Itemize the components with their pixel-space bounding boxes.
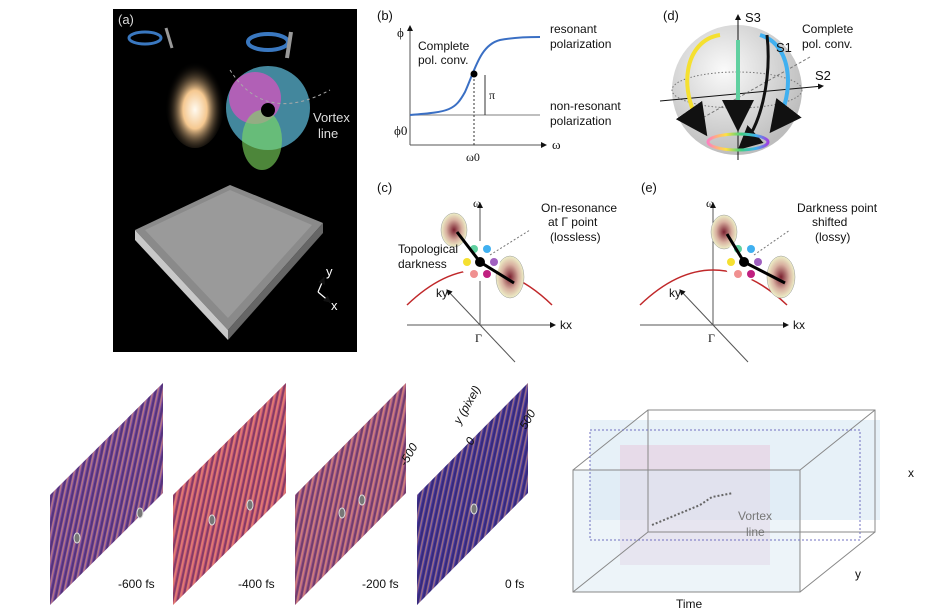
darkness-label: Topological	[398, 242, 458, 256]
polarization-arrow-icon	[164, 27, 174, 49]
resonant-curve	[409, 36, 541, 116]
time-label: -600 fs	[118, 577, 155, 591]
s2-label: S2	[815, 68, 831, 83]
omega0-label: ω0	[466, 150, 480, 164]
omega-axis-label: ω	[552, 137, 561, 152]
omega-label: ω	[706, 196, 714, 210]
polarization-arrow-icon	[285, 31, 293, 59]
phi-axis-label: ϕ	[397, 25, 404, 40]
vortex-line-label: line	[318, 126, 338, 141]
vortex-line-label: line	[746, 525, 765, 539]
y-axis-label: y	[855, 567, 861, 581]
axis-y-label: y	[326, 264, 333, 279]
kx-label: kx	[793, 318, 805, 332]
phi0-label: ϕ0	[394, 123, 407, 138]
time-label: -400 fs	[238, 577, 275, 591]
annotation: Darkness point	[797, 201, 878, 215]
ky-label: ky	[436, 286, 448, 300]
band-curve	[639, 269, 788, 306]
annotation: (lossy)	[815, 230, 850, 244]
panel-e-label: (e)	[641, 180, 657, 195]
annotation: at Γ point	[548, 215, 598, 229]
s3-label: S3	[745, 10, 761, 25]
frame-200: -200 fs	[295, 383, 406, 605]
omega-label: ω	[473, 196, 481, 210]
panel-a: (a) Vortex line y x	[113, 9, 357, 352]
s2-axis	[659, 83, 824, 102]
panel-b: (b) ϕ ω ϕ0 ω0 π Complete pol. conv. reso…	[377, 8, 621, 164]
s1-label: S1	[776, 40, 792, 55]
time-label: -200 fs	[362, 577, 399, 591]
resonant-label: resonant	[550, 22, 597, 36]
axis-x-label: x	[331, 298, 338, 313]
vortex-line-label: Vortex	[738, 509, 772, 523]
nonresonant-label: polarization	[550, 114, 611, 128]
complete-label: Complete	[802, 22, 854, 36]
x-axis-arrow	[317, 291, 331, 303]
kx-label: kx	[560, 318, 572, 332]
vortex-line-label: Vortex	[313, 110, 350, 125]
rotation-arrow-icon	[127, 30, 163, 46]
y-pixel-axis-label: y (pixel)	[450, 383, 484, 427]
panel-e: (e) ω kx ky Γ Darkness point shifted (lo…	[639, 180, 878, 363]
time-axis-label: Time	[676, 597, 703, 611]
nonresonant-label: non-resonant	[550, 99, 621, 113]
color-wheel	[463, 245, 498, 278]
gamma-label: Γ	[708, 331, 715, 345]
panel-d: (d) S3 S1 S2 Complete pol. conv.	[659, 8, 854, 160]
panel-c: (c) ω kx ky Γ On-resonance at Γ point (l…	[377, 180, 617, 363]
resonant-label: polarization	[550, 37, 611, 51]
frame-0: 0 fs	[417, 383, 528, 605]
complete-conversion-dot	[470, 70, 478, 78]
panel-d-label: (d)	[663, 8, 679, 23]
vortex-line-curve	[229, 69, 331, 105]
frame-400: -400 fs	[173, 383, 286, 605]
panel-a-label: (a)	[118, 12, 134, 27]
y-axis-arrow	[317, 276, 325, 293]
annotation: On-resonance	[541, 201, 617, 215]
pi-label: π	[489, 88, 495, 102]
annotation: (lossless)	[550, 230, 601, 244]
vortex-line-path	[651, 492, 734, 526]
x-axis-label: x	[908, 466, 914, 480]
interference-frames: -600 fs -400 fs -200 fs 0 fs y (pixel) -…	[50, 383, 539, 605]
frame-600: -600 fs	[50, 383, 163, 605]
complete-label: pol. conv.	[802, 37, 852, 51]
time-label: 0 fs	[505, 577, 524, 591]
gamma-label: Γ	[475, 331, 482, 345]
vortex-volume: Vortex line x y Time	[572, 409, 914, 611]
darkness-label: darkness	[398, 257, 447, 271]
metasurface-slab	[135, 185, 323, 340]
panel-c-label: (c)	[377, 180, 392, 195]
panel-b-label: (b)	[377, 8, 393, 23]
complete-label: Complete	[418, 39, 470, 53]
ky-label: ky	[669, 286, 681, 300]
complete-label: pol. conv.	[418, 53, 468, 67]
gaussian-beam	[165, 52, 225, 148]
annotation: shifted	[812, 215, 847, 229]
